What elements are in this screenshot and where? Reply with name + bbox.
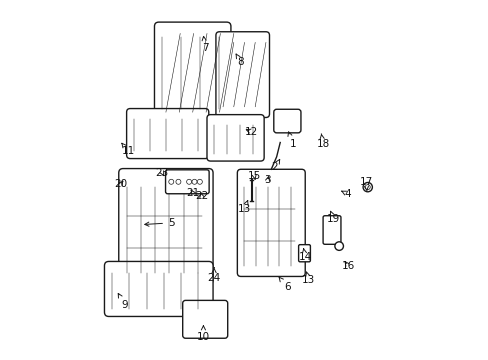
Text: 13: 13 — [302, 272, 315, 285]
Text: 4: 4 — [341, 189, 351, 199]
Text: 7: 7 — [202, 36, 208, 53]
Text: 9: 9 — [118, 293, 128, 310]
Text: 8: 8 — [236, 54, 244, 67]
Text: 13: 13 — [237, 201, 251, 213]
Circle shape — [365, 185, 369, 190]
Text: 12: 12 — [244, 127, 258, 137]
Text: 10: 10 — [197, 326, 209, 342]
Circle shape — [186, 179, 191, 184]
Text: 19: 19 — [326, 211, 340, 224]
Text: 20: 20 — [115, 179, 127, 189]
Text: 18: 18 — [316, 134, 329, 149]
Circle shape — [168, 179, 173, 184]
FancyBboxPatch shape — [216, 32, 269, 117]
FancyBboxPatch shape — [206, 114, 264, 161]
Text: 5: 5 — [144, 218, 174, 228]
Circle shape — [363, 183, 372, 192]
Text: 15: 15 — [247, 171, 261, 181]
FancyBboxPatch shape — [298, 245, 310, 262]
Circle shape — [197, 179, 202, 184]
Text: 24: 24 — [207, 268, 220, 283]
Text: 11: 11 — [122, 143, 135, 157]
FancyBboxPatch shape — [183, 300, 227, 338]
Text: 23: 23 — [155, 168, 169, 178]
FancyBboxPatch shape — [165, 170, 209, 194]
Text: 14: 14 — [298, 249, 311, 262]
Circle shape — [176, 179, 181, 184]
Circle shape — [192, 179, 197, 184]
Circle shape — [334, 242, 343, 250]
Text: 21: 21 — [186, 188, 199, 198]
FancyBboxPatch shape — [323, 216, 340, 244]
FancyBboxPatch shape — [237, 169, 305, 276]
Text: 1: 1 — [287, 132, 295, 149]
FancyBboxPatch shape — [126, 109, 208, 158]
Text: 6: 6 — [279, 277, 290, 292]
FancyBboxPatch shape — [273, 109, 300, 133]
Text: 22: 22 — [195, 191, 208, 201]
FancyBboxPatch shape — [104, 261, 213, 316]
Text: 2: 2 — [271, 159, 279, 172]
Text: 16: 16 — [341, 261, 354, 271]
FancyBboxPatch shape — [154, 22, 230, 123]
Text: 17: 17 — [359, 177, 372, 190]
FancyBboxPatch shape — [119, 168, 213, 284]
Text: 3: 3 — [264, 175, 270, 185]
